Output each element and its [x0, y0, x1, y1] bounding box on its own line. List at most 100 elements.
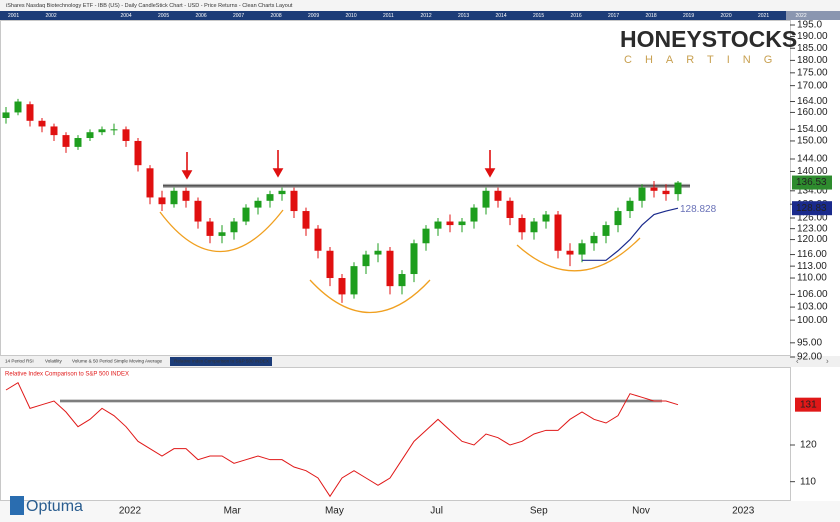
- y-tick-label: 195.0: [797, 20, 822, 31]
- candle-body: [602, 225, 610, 236]
- y-tick-label: 110.00: [797, 273, 827, 284]
- candle-body: [410, 243, 418, 275]
- candle-body: [506, 200, 514, 219]
- cup-annotations: [159, 209, 641, 313]
- navigator-year: 2007: [233, 13, 244, 19]
- candle-body: [14, 101, 22, 113]
- navigator-window[interactable]: [786, 11, 840, 20]
- navigator-year: 2019: [683, 13, 694, 19]
- candle-body: [458, 221, 466, 226]
- candle-body: [566, 250, 574, 255]
- candle-body: [542, 214, 550, 222]
- tab-scroll-right[interactable]: ›: [826, 357, 829, 366]
- navigator-year: 2006: [196, 13, 207, 19]
- relative-index-line: [5, 381, 679, 498]
- y-tick-label: 134.00: [797, 185, 828, 196]
- y-tick-label: 140.00: [797, 166, 828, 177]
- candle-body: [38, 120, 46, 127]
- navigator-year: 2013: [458, 13, 469, 19]
- vendor-logo: Optuma: [26, 498, 83, 515]
- candle-body: [146, 168, 154, 198]
- navigator-year: 2005: [158, 13, 169, 19]
- navigator-year: 2001: [8, 13, 19, 19]
- candle-body: [134, 140, 142, 166]
- candle-body: [122, 129, 130, 141]
- indicator-tab[interactable]: Relative Index Comparison to S&P 500 IND…: [174, 359, 269, 364]
- lower-panel: [0, 367, 791, 501]
- main-panel: [0, 20, 791, 356]
- y-tick-label: 126.00: [797, 213, 828, 224]
- candle-body: [470, 207, 478, 222]
- y-tick-label: 185.00: [797, 43, 828, 54]
- y-tick-label: 92.00: [797, 352, 822, 363]
- candle-body: [530, 221, 538, 233]
- candle-body: [446, 221, 454, 226]
- y-tick-label: 116.00: [797, 249, 827, 260]
- y-tick-label: 160.00: [797, 107, 828, 118]
- candle-body: [326, 250, 334, 279]
- navigator-year: 2012: [421, 13, 432, 19]
- candle-body: [74, 138, 82, 147]
- indicator-tab[interactable]: Volume & 50 Period Simple Moving Average: [72, 359, 163, 364]
- navigator-year: 2009: [308, 13, 319, 19]
- navigator-year: 2014: [496, 13, 507, 19]
- indicator-tab[interactable]: 14 Period RSI: [5, 359, 34, 364]
- candle-body: [98, 129, 106, 133]
- x-tick-label: 2022: [119, 506, 142, 517]
- candle-body: [626, 200, 634, 212]
- time-axis: [0, 501, 840, 522]
- vendor-icon: [10, 496, 24, 515]
- y-tick-label: 100.00: [797, 315, 828, 326]
- candle-body: [26, 104, 34, 121]
- indicator-tab[interactable]: Volatility: [45, 359, 63, 364]
- y-tick-label: 180.00: [797, 55, 828, 66]
- candle-body: [290, 190, 298, 212]
- x-tick-label: Nov: [632, 506, 650, 517]
- candle-body: [302, 211, 310, 229]
- candle-body: [242, 207, 250, 222]
- y-tick-label: 120.00: [797, 234, 828, 245]
- navigator[interactable]: [0, 11, 840, 20]
- candle-body: [170, 190, 178, 205]
- candle-body: [2, 112, 10, 118]
- candle-body: [482, 190, 490, 208]
- y-tick-label: 113.00: [797, 261, 827, 272]
- moving-average-box: [792, 201, 832, 216]
- tab-scroll-left[interactable]: ‹: [796, 357, 799, 366]
- tab-selected-bg: [170, 357, 272, 366]
- moving-average-label: 128.83: [796, 203, 827, 214]
- x-tick-label: May: [325, 506, 344, 517]
- candle-body: [578, 243, 586, 255]
- last-price-label: 136.53: [796, 177, 827, 188]
- y-tick-label: 123.00: [797, 223, 828, 234]
- candle-body: [374, 250, 382, 255]
- candle-body: [350, 266, 358, 295]
- navigator-year: 2011: [383, 13, 394, 19]
- moving-average-value: 128.828: [680, 204, 717, 215]
- candle-body: [206, 221, 214, 236]
- candle-body: [314, 228, 322, 251]
- candle-body: [266, 194, 274, 201]
- y-tick-label: 150.00: [797, 136, 828, 147]
- y-tick-label: 106.00: [797, 289, 828, 300]
- last-value-box: [795, 397, 821, 412]
- last-price-box: [792, 175, 832, 190]
- panel-title: Relative Index Comparison to S&P 500 IND…: [5, 372, 129, 378]
- candle-body: [362, 254, 370, 267]
- navigator-year: 2015: [533, 13, 544, 19]
- y-tick-label: 164.00: [797, 96, 828, 107]
- candle-body: [434, 221, 442, 229]
- navigator-year: 2002: [46, 13, 57, 19]
- candle-body: [50, 126, 58, 136]
- chart-title: iShares Nasdaq Biotechnology ETF - IBB (…: [6, 3, 293, 9]
- candle-body: [398, 274, 406, 287]
- moving-average-line: [582, 207, 679, 261]
- candle-body: [614, 211, 622, 226]
- candle-body: [494, 190, 502, 201]
- candle-body: [386, 250, 394, 287]
- candle-body: [638, 187, 646, 201]
- arrow-head: [484, 168, 496, 178]
- x-tick-label: Mar: [224, 506, 242, 517]
